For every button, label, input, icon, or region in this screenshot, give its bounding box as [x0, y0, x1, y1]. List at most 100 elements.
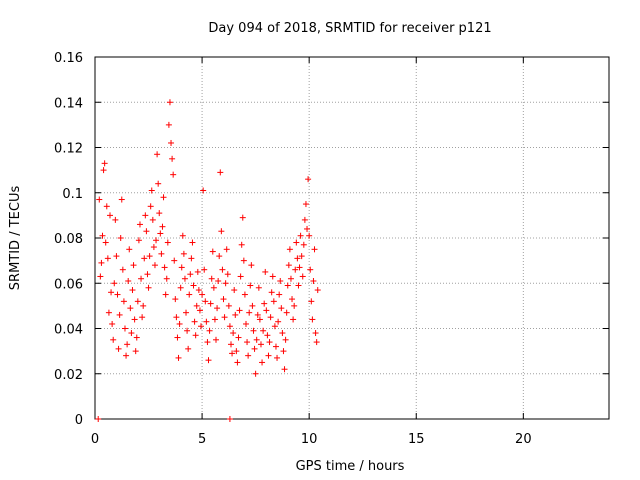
data-point	[284, 282, 291, 289]
data-point	[157, 230, 164, 237]
data-point	[184, 327, 191, 334]
data-point	[251, 345, 258, 352]
data-point	[296, 264, 303, 271]
data-point	[165, 121, 172, 128]
y-tick-label: 0.08	[54, 232, 83, 247]
data-point	[112, 216, 119, 223]
x-tick-label: 0	[91, 432, 99, 447]
data-point	[247, 282, 254, 289]
data-point	[118, 196, 125, 203]
data-point	[183, 309, 190, 316]
data-point	[105, 309, 112, 316]
data-point	[150, 244, 157, 251]
y-tick-label: 0.04	[54, 323, 83, 338]
data-point	[218, 228, 225, 235]
data-point	[163, 275, 170, 282]
data-point	[156, 210, 163, 217]
data-point	[138, 275, 145, 282]
data-point	[253, 336, 260, 343]
axis-ticks	[94, 56, 609, 420]
data-point	[125, 277, 132, 284]
x-tick-label: 15	[408, 432, 425, 447]
data-point	[178, 264, 185, 271]
data-point	[241, 291, 248, 298]
data-point	[96, 196, 103, 203]
data-point	[295, 282, 302, 289]
data-point	[119, 266, 126, 273]
data-point	[279, 330, 286, 337]
data-point	[257, 341, 264, 348]
data-points	[95, 99, 321, 422]
data-point	[207, 300, 214, 307]
data-point	[202, 298, 209, 305]
data-point	[226, 416, 233, 422]
data-point	[102, 239, 109, 246]
x-tick-label: 10	[301, 432, 318, 447]
data-point	[250, 327, 257, 334]
data-point	[305, 176, 312, 183]
data-point	[180, 250, 187, 257]
data-point	[263, 307, 270, 314]
data-point	[217, 169, 224, 176]
data-point	[131, 316, 138, 323]
data-point	[185, 345, 192, 352]
data-point	[227, 341, 234, 348]
data-point	[98, 259, 105, 266]
data-point	[238, 241, 245, 248]
y-tick-label: 0.02	[54, 368, 83, 383]
data-point	[298, 253, 305, 260]
data-point	[168, 139, 175, 146]
data-point	[186, 291, 193, 298]
data-point	[259, 359, 266, 366]
data-point	[166, 99, 173, 106]
data-point	[204, 339, 211, 346]
data-point	[290, 316, 297, 323]
data-point	[248, 262, 255, 269]
data-point	[244, 339, 251, 346]
data-point	[261, 300, 268, 307]
data-point	[124, 341, 131, 348]
data-point	[287, 275, 294, 282]
data-point	[188, 255, 195, 262]
data-point	[171, 257, 178, 264]
data-point	[313, 339, 320, 346]
data-point	[280, 348, 287, 355]
data-point	[232, 311, 239, 318]
data-point	[162, 291, 169, 298]
data-point	[235, 334, 242, 341]
data-point	[274, 354, 281, 361]
data-point	[307, 266, 314, 273]
data-point	[199, 291, 206, 298]
data-point	[194, 268, 201, 275]
data-point	[239, 214, 246, 221]
data-point	[208, 275, 215, 282]
data-point	[170, 171, 177, 178]
data-point	[262, 268, 269, 275]
data-point	[179, 232, 186, 239]
data-point	[189, 239, 196, 246]
data-point	[128, 330, 135, 337]
data-point	[113, 253, 120, 260]
data-point	[177, 284, 184, 291]
data-point	[129, 287, 136, 294]
data-point	[120, 298, 127, 305]
data-point	[104, 255, 111, 262]
data-point	[169, 155, 176, 162]
data-point	[286, 246, 293, 253]
data-point	[282, 336, 289, 343]
y-tick-label: 0.16	[54, 51, 83, 66]
data-point	[191, 318, 198, 325]
data-point	[306, 232, 313, 239]
data-point	[133, 334, 140, 341]
data-point	[117, 235, 124, 241]
data-point	[300, 241, 307, 248]
data-point	[174, 334, 181, 341]
data-point	[201, 266, 208, 273]
data-point	[312, 330, 319, 337]
data-point	[100, 167, 107, 174]
data-point	[158, 250, 165, 257]
data-point	[309, 316, 316, 323]
data-point	[297, 232, 304, 239]
data-point	[190, 282, 197, 289]
